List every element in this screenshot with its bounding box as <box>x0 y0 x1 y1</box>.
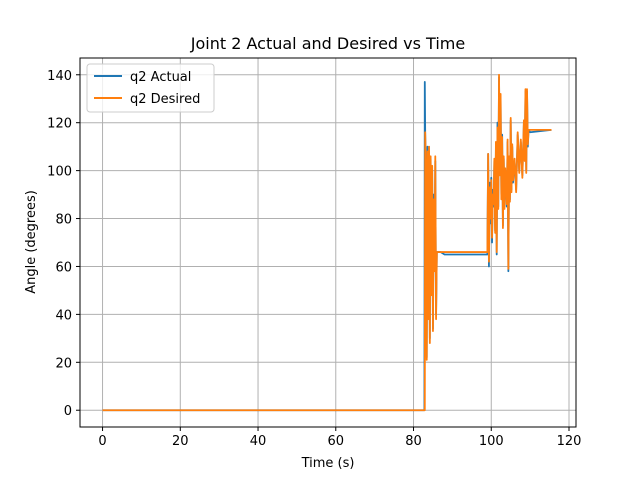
x-tick-label: 80 <box>405 434 422 449</box>
x-tick-label: 100 <box>479 434 504 449</box>
y-tick-label: 140 <box>47 69 72 84</box>
axis-ticks: 0 20 40 60 80 100 120 0 20 40 60 80 100 120 140 <box>47 69 581 449</box>
y-tick-label: 0 <box>64 404 72 419</box>
legend-label-q2-desired: q2 Desired <box>130 92 200 107</box>
y-tick-label: 100 <box>47 165 72 180</box>
x-tick-label: 60 <box>328 434 345 449</box>
series-layer <box>102 73 552 412</box>
chart-title: Joint 2 Actual and Desired vs Time <box>190 34 465 53</box>
y-tick-label: 40 <box>55 308 72 323</box>
y-tick-label: 120 <box>47 117 72 132</box>
x-tick-label: 20 <box>172 434 189 449</box>
x-axis-label: Time (s) <box>301 456 355 471</box>
plot-area-frame <box>79 57 577 428</box>
y-tick-label: 80 <box>55 213 72 228</box>
series-line-q2-desired <box>102 73 552 412</box>
legend: q2 Actual q2 Desired <box>86 63 215 113</box>
y-tick-label: 20 <box>55 356 72 371</box>
legend-label-q2-actual: q2 Actual <box>130 70 191 85</box>
x-tick-label: 120 <box>557 434 582 449</box>
x-tick-label: 0 <box>98 434 106 449</box>
x-tick-label: 40 <box>250 434 267 449</box>
y-axis-label: Angle (degrees) <box>24 190 39 294</box>
y-tick-label: 60 <box>55 260 72 275</box>
